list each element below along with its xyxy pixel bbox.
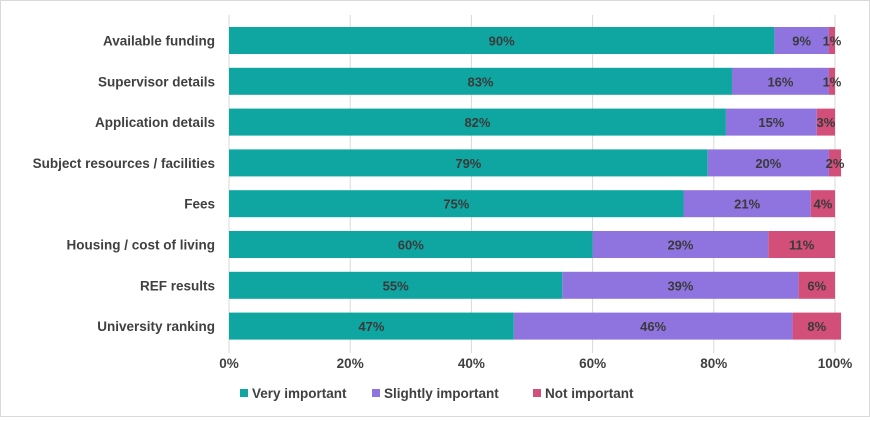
x-tick-label: 100% [818,356,853,371]
bar-very-important-supervisor-details [229,67,732,95]
bar-slightly-important-supervisor-details [731,67,829,95]
category-label-application-details: Application details [95,115,215,130]
data-label-very-important-housing-cost-of-living: 60% [398,238,424,253]
bar-very-important-fees [229,190,684,218]
category-label-available-funding: Available funding [103,34,215,49]
data-labels: 90% 9% 1% 83% 16% 1% 82% 15% 3% 79% 20% 2% 75% 21% 4% 6… [358,34,844,335]
bar-slightly-important-housing-cost-of-living [592,231,769,258]
bar-not-important-supervisor-details [828,67,835,95]
data-label-slightly-important-fees: 21% [734,197,760,212]
data-label-slightly-important-available-funding: 9% [792,34,811,49]
data-label-not-important-housing-cost-of-living: 11% [789,238,815,253]
data-label-very-important-university-ranking: 47% [358,319,384,334]
bar-very-important-subject-resources-facilities [229,149,708,177]
category-label-supervisor-details: Supervisor details [98,74,215,89]
bar-not-important-ref-results [798,271,835,299]
data-label-slightly-important-ref-results: 39% [667,278,693,293]
bar-slightly-important-application-details [725,108,817,136]
category-label-university-ranking: University ranking [97,319,215,334]
bar-slightly-important-available-funding [774,27,829,54]
legend-label-not-important: Not important [545,386,634,401]
data-label-not-important-available-funding: 1% [823,34,842,49]
data-label-not-important-ref-results: 6% [807,278,826,293]
bar-very-important-ref-results [229,271,563,299]
data-label-not-important-university-ranking: 8% [807,319,826,334]
bar-slightly-important-fees [683,190,811,218]
category-label-ref-results: REF results [140,278,215,293]
data-label-slightly-important-subject-resources-facilities: 20% [755,156,781,171]
bar-not-important-housing-cost-of-living [768,231,835,258]
x-tick-label: 80% [700,356,727,371]
data-label-not-important-supervisor-details: 1% [823,74,842,89]
bar-not-important-fees [810,190,835,218]
legend-swatch-slightly-important [372,389,380,397]
data-label-slightly-important-supervisor-details: 16% [767,74,793,89]
legend-label-very-important: Very important [252,386,347,401]
gridlines [228,15,836,353]
category-label-housing-cost-of-living: Housing / cost of living [67,238,216,253]
data-label-very-important-fees: 75% [443,197,469,212]
x-tick-label: 40% [458,356,485,371]
bars [229,27,842,340]
bar-slightly-important-ref-results [562,271,799,299]
bar-very-important-available-funding [229,27,775,54]
bar-very-important-application-details [229,108,726,136]
x-axis-tick-labels: 0% 20% 40% 60% 80% 100% [219,356,852,371]
bar-not-important-university-ranking [792,312,842,340]
bar-not-important-available-funding [828,27,835,54]
data-label-not-important-fees: 4% [813,197,832,212]
data-label-not-important-subject-resources-facilities: 2% [826,156,845,171]
bar-slightly-important-subject-resources-facilities [707,149,829,177]
data-label-slightly-important-university-ranking: 46% [640,319,666,334]
data-label-very-important-available-funding: 90% [489,34,515,49]
data-label-not-important-application-details: 3% [817,115,836,130]
bar-not-important-application-details [816,108,835,136]
category-labels: Available funding Supervisor details Appli… [33,34,215,335]
category-label-subject-resources-facilities: Subject resources / facilities [33,156,215,171]
data-label-very-important-ref-results: 55% [383,278,409,293]
legend-label-slightly-important: Slightly important [384,386,499,401]
bar-very-important-university-ranking [229,312,514,340]
bar-slightly-important-university-ranking [513,312,793,340]
bar-not-important-subject-resources-facilities [828,149,842,177]
x-tick-label: 0% [219,356,239,371]
data-label-very-important-subject-resources-facilities: 79% [455,156,481,171]
bar-very-important-housing-cost-of-living [229,231,593,258]
data-label-slightly-important-housing-cost-of-living: 29% [667,238,693,253]
x-tick-label: 20% [337,356,364,371]
category-label-fees: Fees [184,197,215,212]
data-label-very-important-supervisor-details: 83% [467,74,493,89]
legend-swatch-not-important [533,389,541,397]
legend-swatch-very-important [240,389,248,397]
legend: Very important Slightly important Not impo… [240,386,634,401]
data-label-slightly-important-application-details: 15% [758,115,784,130]
data-label-very-important-application-details: 82% [464,115,490,130]
x-tick-label: 60% [579,356,606,371]
